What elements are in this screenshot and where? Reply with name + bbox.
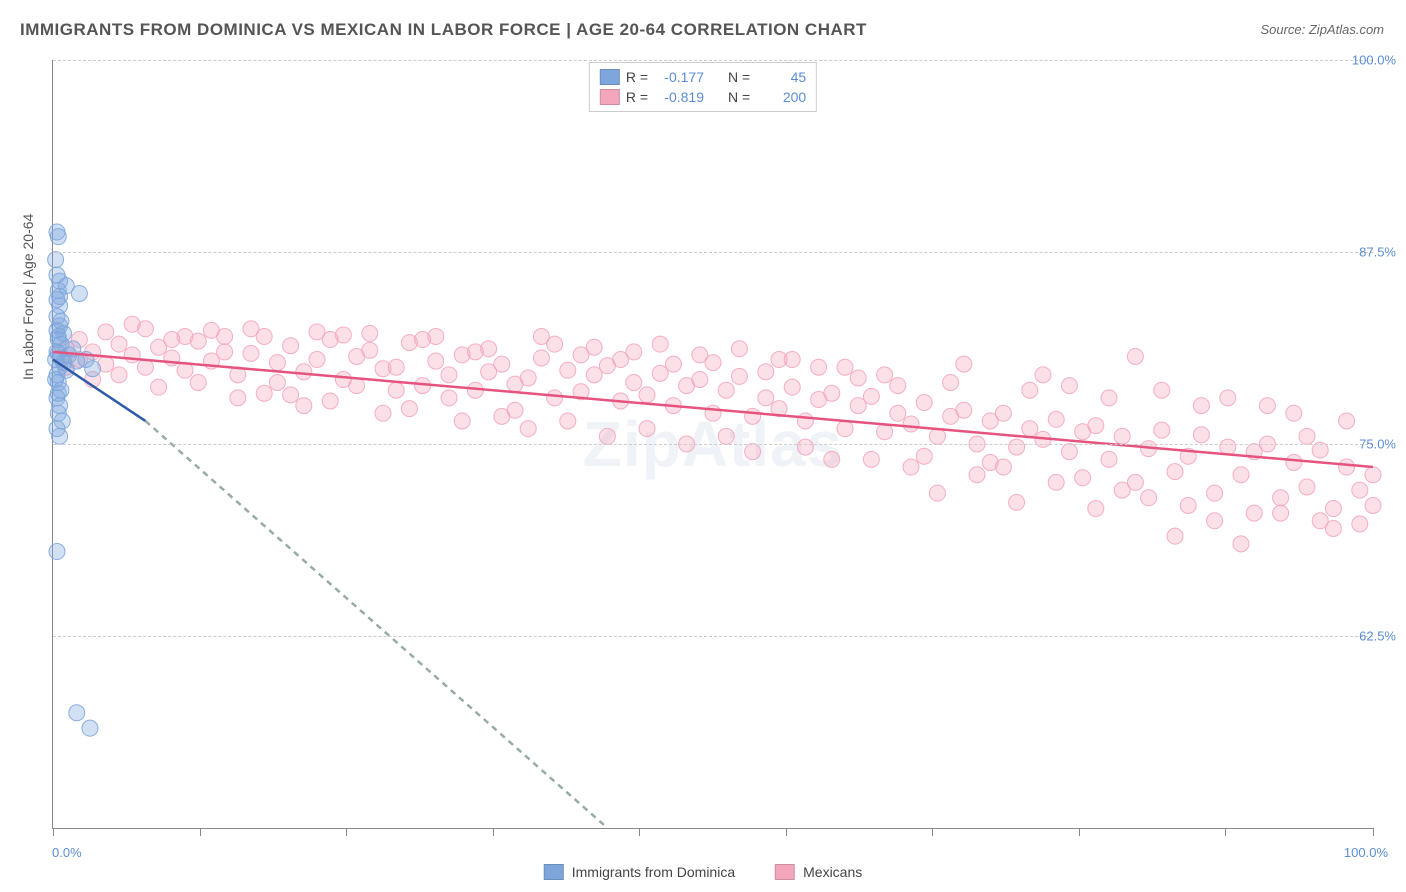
legend-item-dominica: Immigrants from Dominica: [544, 864, 735, 880]
swatch-mexicans: [600, 89, 620, 105]
source-attribution: Source: ZipAtlas.com: [1260, 22, 1384, 37]
r-label: R =: [626, 89, 648, 105]
x-tick: [932, 828, 933, 836]
y-axis-label: In Labor Force | Age 20-64: [20, 214, 36, 380]
x-tick: [1373, 828, 1374, 836]
gridline: [53, 636, 1373, 637]
legend-row-mexicans: R = -0.819 N = 200: [600, 87, 806, 107]
n-value-dominica: 45: [756, 69, 806, 85]
r-value-mexicans: -0.819: [654, 89, 704, 105]
x-tick: [1225, 828, 1226, 836]
gridline: [53, 252, 1373, 253]
n-label: N =: [728, 89, 750, 105]
legend-row-dominica: R = -0.177 N = 45: [600, 67, 806, 87]
correlation-legend: R = -0.177 N = 45 R = -0.819 N = 200: [589, 62, 817, 112]
n-value-mexicans: 200: [756, 89, 806, 105]
gridline: [53, 444, 1373, 445]
swatch-dominica: [600, 69, 620, 85]
series-legend: Immigrants from Dominica Mexicans: [544, 864, 863, 880]
x-tick: [1079, 828, 1080, 836]
x-tick: [493, 828, 494, 836]
swatch-dominica-icon: [544, 864, 564, 880]
y-tick-label: 62.5%: [1359, 629, 1396, 644]
r-value-dominica: -0.177: [654, 69, 704, 85]
x-tick: [346, 828, 347, 836]
chart-plot-area: ZipAtlas: [52, 60, 1373, 829]
x-tick: [786, 828, 787, 836]
legend-label-mexicans: Mexicans: [803, 864, 862, 880]
n-label: N =: [728, 69, 750, 85]
x-tick: [53, 828, 54, 836]
x-tick: [200, 828, 201, 836]
chart-title: IMMIGRANTS FROM DOMINICA VS MEXICAN IN L…: [20, 20, 867, 40]
swatch-mexicans-icon: [775, 864, 795, 880]
r-label: R =: [626, 69, 648, 85]
legend-item-mexicans: Mexicans: [775, 864, 862, 880]
x-tick-label-right: 100.0%: [1344, 845, 1388, 860]
y-tick-label: 100.0%: [1352, 53, 1396, 68]
y-tick-label: 87.5%: [1359, 245, 1396, 260]
y-tick-label: 75.0%: [1359, 437, 1396, 452]
gridline: [53, 60, 1373, 61]
legend-label-dominica: Immigrants from Dominica: [572, 864, 735, 880]
x-tick-label-left: 0.0%: [52, 845, 82, 860]
x-tick: [639, 828, 640, 836]
